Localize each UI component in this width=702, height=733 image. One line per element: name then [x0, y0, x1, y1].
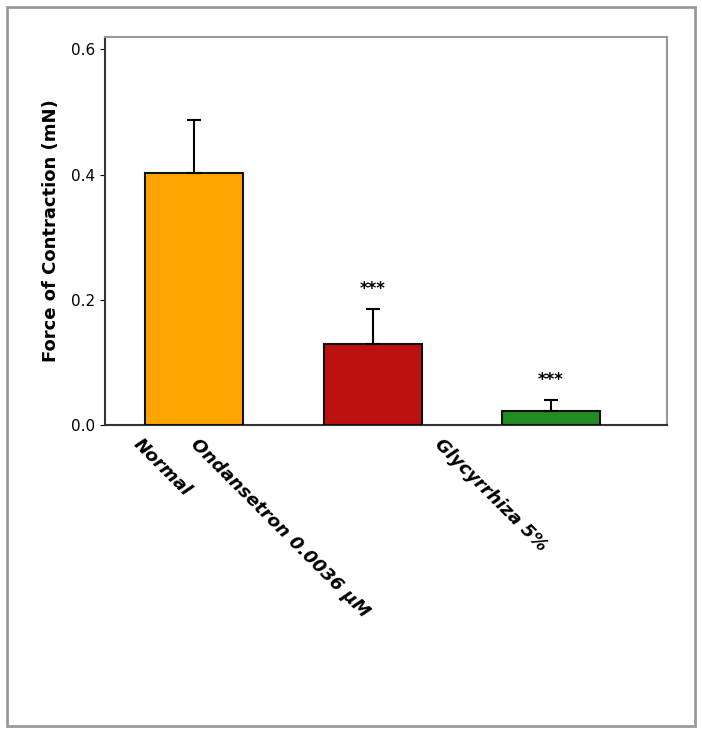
- Y-axis label: Force of Contraction (mN): Force of Contraction (mN): [42, 100, 60, 362]
- Text: ***: ***: [538, 371, 564, 388]
- Bar: [145, 173, 244, 425]
- Bar: [502, 411, 600, 425]
- Bar: [324, 344, 422, 425]
- Text: ***: ***: [360, 280, 385, 298]
